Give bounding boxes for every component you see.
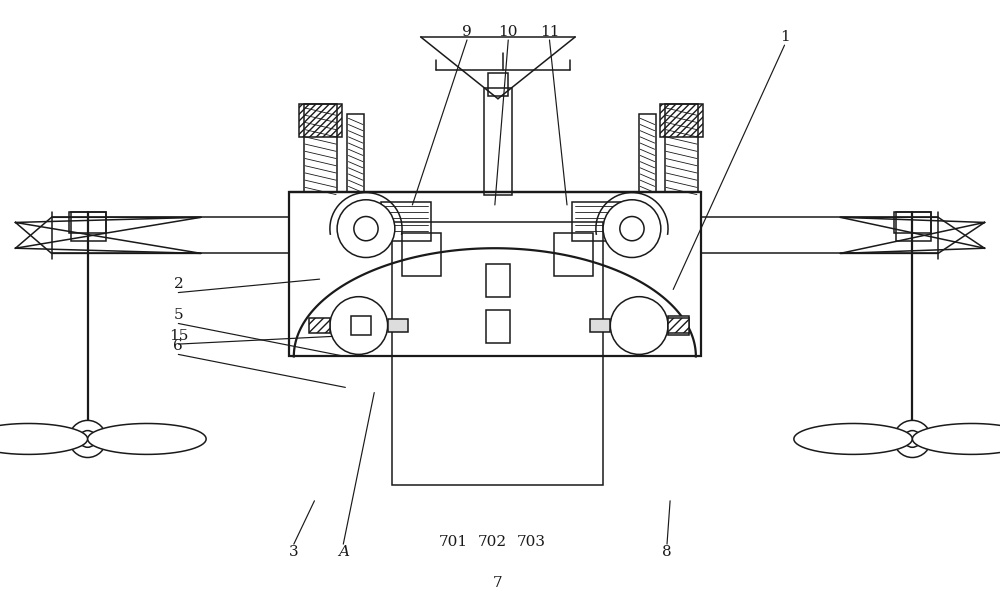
Bar	[347, 114, 364, 191]
Bar	[572, 202, 622, 241]
Circle shape	[79, 430, 96, 447]
Bar	[69, 212, 106, 232]
Text: 5: 5	[174, 308, 183, 322]
Bar	[590, 319, 610, 331]
Polygon shape	[794, 424, 912, 454]
Text: 7: 7	[493, 576, 503, 590]
Bar	[484, 89, 512, 194]
Bar	[896, 212, 931, 241]
Bar	[402, 232, 441, 276]
Bar	[388, 319, 408, 331]
Bar	[660, 104, 703, 137]
Text: A: A	[338, 546, 349, 560]
Bar	[351, 316, 371, 335]
Polygon shape	[88, 424, 206, 454]
Text: 9: 9	[462, 25, 472, 39]
Bar	[486, 264, 510, 296]
Circle shape	[610, 296, 668, 354]
Bar	[304, 104, 337, 191]
Text: 701: 701	[439, 535, 468, 549]
Text: 2: 2	[173, 277, 183, 292]
Bar	[639, 114, 656, 191]
Text: 10: 10	[498, 25, 518, 39]
Bar	[554, 232, 593, 276]
Text: 702: 702	[478, 535, 507, 549]
Bar	[668, 316, 689, 335]
Bar	[299, 104, 342, 137]
Bar	[894, 212, 931, 232]
Bar	[668, 319, 689, 333]
Polygon shape	[0, 424, 88, 454]
Text: 11: 11	[540, 25, 559, 39]
Text: 703: 703	[516, 535, 545, 549]
Circle shape	[337, 200, 395, 258]
Bar	[488, 73, 508, 96]
Polygon shape	[912, 424, 1000, 454]
Circle shape	[330, 296, 388, 354]
Bar	[392, 223, 603, 485]
Bar	[665, 104, 698, 191]
Circle shape	[603, 200, 661, 258]
Text: 6: 6	[173, 339, 183, 353]
Circle shape	[904, 430, 921, 447]
Circle shape	[354, 216, 378, 240]
Bar	[289, 191, 701, 357]
Text: 15: 15	[169, 329, 188, 343]
Text: 8: 8	[662, 546, 672, 560]
Circle shape	[894, 421, 931, 458]
Bar	[309, 319, 330, 333]
Bar	[381, 202, 431, 241]
Text: 1: 1	[780, 30, 789, 44]
Bar	[71, 212, 106, 241]
Text: 3: 3	[289, 546, 299, 560]
Circle shape	[69, 421, 106, 458]
Bar	[486, 310, 510, 343]
Circle shape	[620, 216, 644, 240]
